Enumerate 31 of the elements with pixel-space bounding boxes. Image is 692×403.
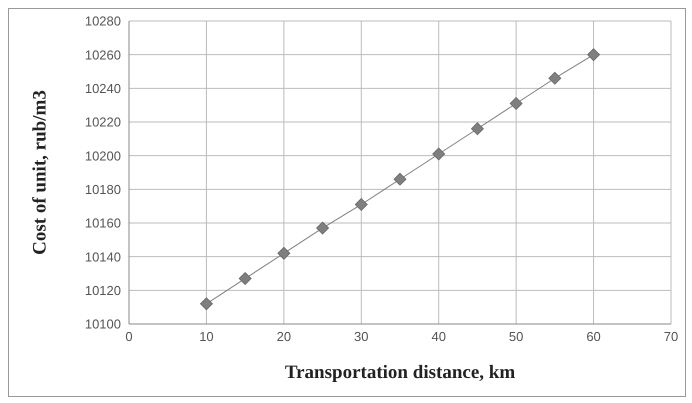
y-tick-label: 10160 bbox=[84, 216, 121, 231]
point bbox=[354, 198, 368, 211]
x-tick-label: 10 bbox=[199, 329, 214, 344]
x-tick-label: 30 bbox=[354, 329, 369, 344]
x-tick-label: 0 bbox=[125, 329, 133, 344]
x-tick-label: 60 bbox=[586, 329, 601, 344]
y-tick-label: 10220 bbox=[84, 114, 121, 130]
y-tick-label: 10260 bbox=[84, 47, 121, 62]
y-tick-label: 10240 bbox=[84, 80, 121, 96]
x-axis-title: Transportation distance, km bbox=[284, 362, 516, 383]
point bbox=[238, 272, 252, 285]
x-tick-label: 20 bbox=[276, 329, 292, 344]
x-tick-label: 70 bbox=[664, 329, 678, 344]
point bbox=[432, 148, 446, 160]
point bbox=[510, 97, 523, 110]
y-tick-label: 10200 bbox=[84, 148, 121, 164]
point bbox=[587, 48, 600, 62]
point bbox=[316, 222, 329, 234]
y-tick-label: 10140 bbox=[84, 249, 121, 264]
point bbox=[200, 297, 213, 310]
y-tick-label: 10180 bbox=[84, 182, 121, 197]
y-tick-label: 10280 bbox=[84, 14, 121, 29]
y-tick-label: 10100 bbox=[84, 316, 121, 332]
point bbox=[548, 72, 562, 85]
point bbox=[277, 246, 290, 260]
y-tick-label: 10120 bbox=[84, 282, 121, 298]
x-tick-label: 50 bbox=[508, 329, 524, 344]
x-tick-label: 40 bbox=[431, 329, 446, 344]
point bbox=[471, 122, 484, 136]
point bbox=[394, 172, 406, 186]
y-axis-title: Cost of unit, rub/m3 bbox=[30, 90, 51, 255]
